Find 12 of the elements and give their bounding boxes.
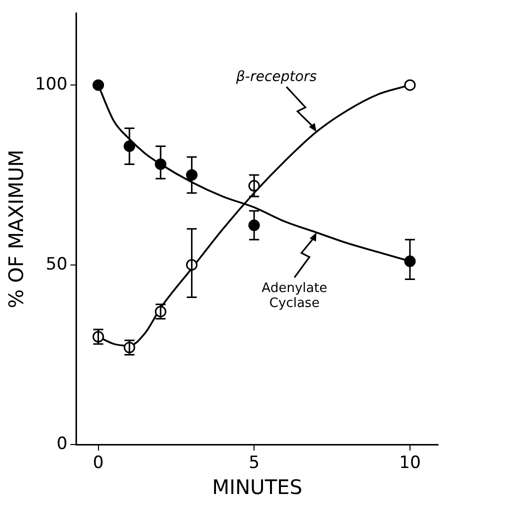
y-axis-title: % OF MAXIMUM: [4, 150, 28, 308]
y-tick-label: 100: [34, 74, 68, 95]
point: [404, 79, 416, 91]
text: β-receptors: [236, 68, 317, 85]
y-tick-label: 50: [46, 254, 68, 274]
x-tick-label: 5: [248, 453, 260, 474]
x-tick-label: 0: [92, 453, 104, 474]
x-axis-title: MINUTES: [212, 475, 302, 500]
y-tick-label: 0: [56, 434, 68, 454]
x-tick-label: 10: [399, 453, 421, 474]
text: Adenylate Cyclase: [260, 281, 328, 312]
point: [92, 79, 104, 91]
